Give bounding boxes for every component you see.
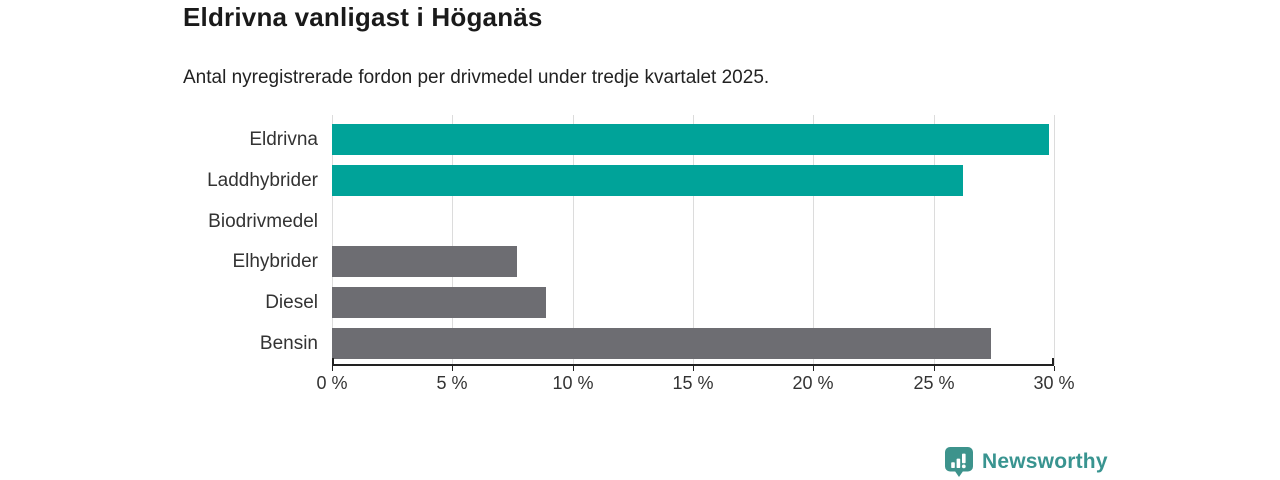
plot-area <box>332 115 1055 365</box>
category-label: Elhybrider <box>232 251 318 272</box>
gridline <box>1054 115 1055 365</box>
newsworthy-logo-text: Newsworthy <box>982 450 1108 473</box>
category-label: Diesel <box>265 292 318 313</box>
axis-tick <box>573 366 574 371</box>
bar-chart-bubble-icon <box>945 447 973 477</box>
x-tick-label: 10 % <box>552 373 594 393</box>
bar-diesel <box>332 287 546 318</box>
bar-laddhybrider <box>332 165 963 196</box>
bar-eldrivna <box>332 124 1049 155</box>
x-tick-label: 30 % <box>1033 373 1075 393</box>
gridline <box>573 115 574 365</box>
axis-tick <box>693 366 694 371</box>
bar-bensin <box>332 328 991 359</box>
chart-subtitle: Antal nyregistrerade fordon per drivmede… <box>183 67 770 88</box>
category-label: Laddhybrider <box>207 170 318 191</box>
gridline <box>693 115 694 365</box>
axis-endcap <box>332 358 334 365</box>
axis-tick <box>813 366 814 371</box>
bar-elhybrider <box>332 246 517 277</box>
newsworthy-logo: Newsworthy <box>944 446 1108 478</box>
axis-tick <box>934 366 935 371</box>
x-tick-label: 25 % <box>913 373 955 393</box>
category-label: Eldrivna <box>249 129 318 150</box>
axis-endcap <box>1052 358 1054 365</box>
gridline <box>813 115 814 365</box>
gridline <box>332 115 333 365</box>
x-axis-line <box>332 364 1054 366</box>
axis-tick <box>332 366 333 371</box>
category-label: Biodrivmedel <box>208 211 318 232</box>
category-label: Bensin <box>259 333 318 354</box>
axis-tick <box>1054 366 1055 371</box>
x-tick-label: 0 % <box>316 373 348 393</box>
x-tick-label: 20 % <box>792 373 834 393</box>
axis-tick <box>452 366 453 371</box>
gridline <box>934 115 935 365</box>
chart-title: Eldrivna vanligast i Höganäs <box>183 2 543 32</box>
x-tick-label: 15 % <box>672 373 714 393</box>
x-tick-label: 5 % <box>436 373 468 393</box>
gridline <box>452 115 453 365</box>
